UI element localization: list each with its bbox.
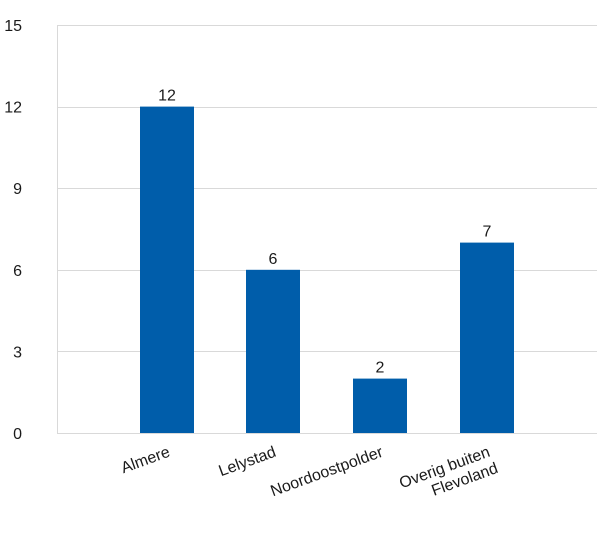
y-tick-label: 6 xyxy=(13,263,22,280)
bar xyxy=(353,378,407,433)
y-tick-label: 0 xyxy=(13,426,22,443)
bars xyxy=(140,106,514,433)
data-label: 7 xyxy=(483,224,492,241)
data-label: 6 xyxy=(269,251,278,268)
bar xyxy=(140,106,194,433)
y-tick-label: 3 xyxy=(13,344,22,361)
x-category-label: Lelystad xyxy=(217,444,279,480)
bar xyxy=(246,269,300,433)
x-category-label-line: Almere xyxy=(119,444,173,477)
x-category-label-line: Lelystad xyxy=(217,444,279,480)
x-category-label-line: Noordoostpolder xyxy=(268,444,386,501)
y-axis-ticks: 0 3 6 9 12 15 xyxy=(4,18,22,443)
data-label: 12 xyxy=(158,88,176,105)
x-category-label: Overig buitenFlevoland xyxy=(397,443,500,509)
data-label: 2 xyxy=(376,360,385,377)
y-tick-label: 12 xyxy=(4,100,22,117)
x-category-label: Noordoostpolder xyxy=(268,444,386,501)
bar xyxy=(460,242,514,433)
y-tick-label: 9 xyxy=(13,181,22,198)
y-tick-label: 15 xyxy=(4,18,22,35)
gridlines xyxy=(57,25,597,434)
x-category-label: Almere xyxy=(119,444,173,477)
data-labels: 12 6 2 7 xyxy=(158,88,491,377)
